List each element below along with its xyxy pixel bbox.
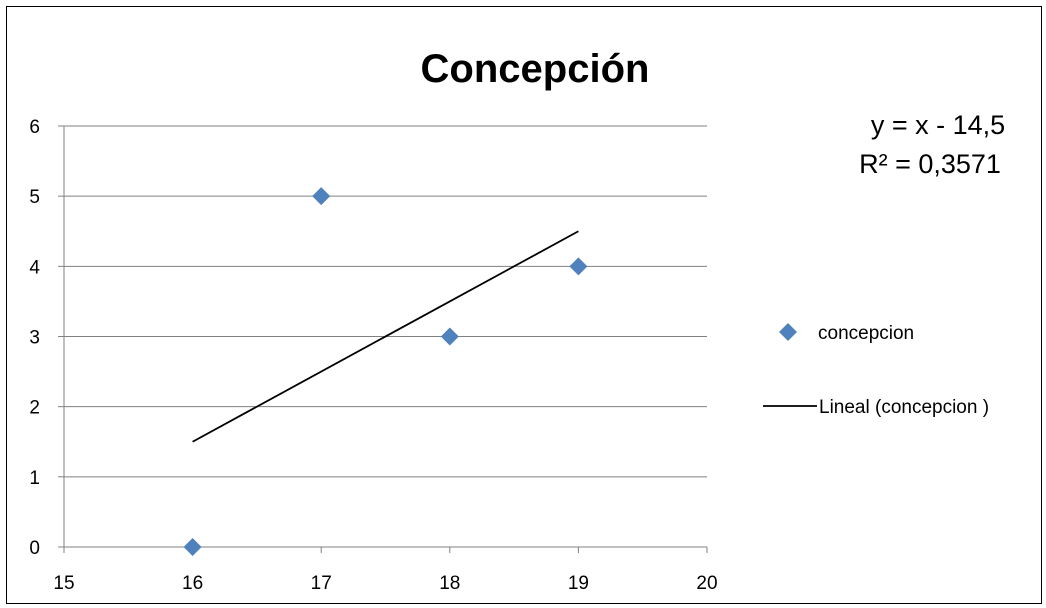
data-point-0 [183, 538, 202, 556]
trendline-r-squared: R² = 0,3571 [859, 149, 1001, 179]
y-tick-label: 0 [29, 538, 40, 559]
data-point-3 [569, 257, 588, 276]
legend-marker-concepcion [779, 323, 797, 341]
x-tick-label: 15 [53, 573, 74, 594]
x-tick-label: 20 [696, 573, 717, 594]
gridlines [64, 125, 707, 478]
x-tick-label: 18 [439, 573, 460, 594]
legend: concepcion Lineal (concepcion ) [763, 323, 989, 418]
y-tick-label: 4 [29, 257, 40, 278]
y-tick-label: 2 [29, 398, 40, 419]
data-point-2 [440, 327, 459, 346]
tick-labels: 0 1 2 3 4 5 6 15 16 17 18 19 20 [29, 117, 717, 594]
data-points [183, 187, 588, 556]
y-tick-label: 6 [29, 117, 40, 138]
legend-label-trendline: Lineal (concepcion ) [819, 397, 989, 418]
x-tick-label: 17 [311, 573, 332, 594]
trendline-layer [192, 230, 579, 443]
y-tick-label: 1 [29, 468, 40, 489]
trendline [192, 230, 579, 443]
legend-label-concepcion: concepcion [818, 323, 914, 344]
x-tick-label: 16 [182, 573, 203, 594]
x-tick-label: 19 [568, 573, 589, 594]
chart-title: Concepción [421, 47, 650, 91]
trendline-equation: y = x - 14,5 [871, 110, 1005, 140]
data-point-1 [312, 187, 331, 206]
y-tick-label: 5 [29, 187, 40, 208]
y-tick-label: 3 [29, 328, 40, 349]
chart-frame [6, 6, 1042, 604]
